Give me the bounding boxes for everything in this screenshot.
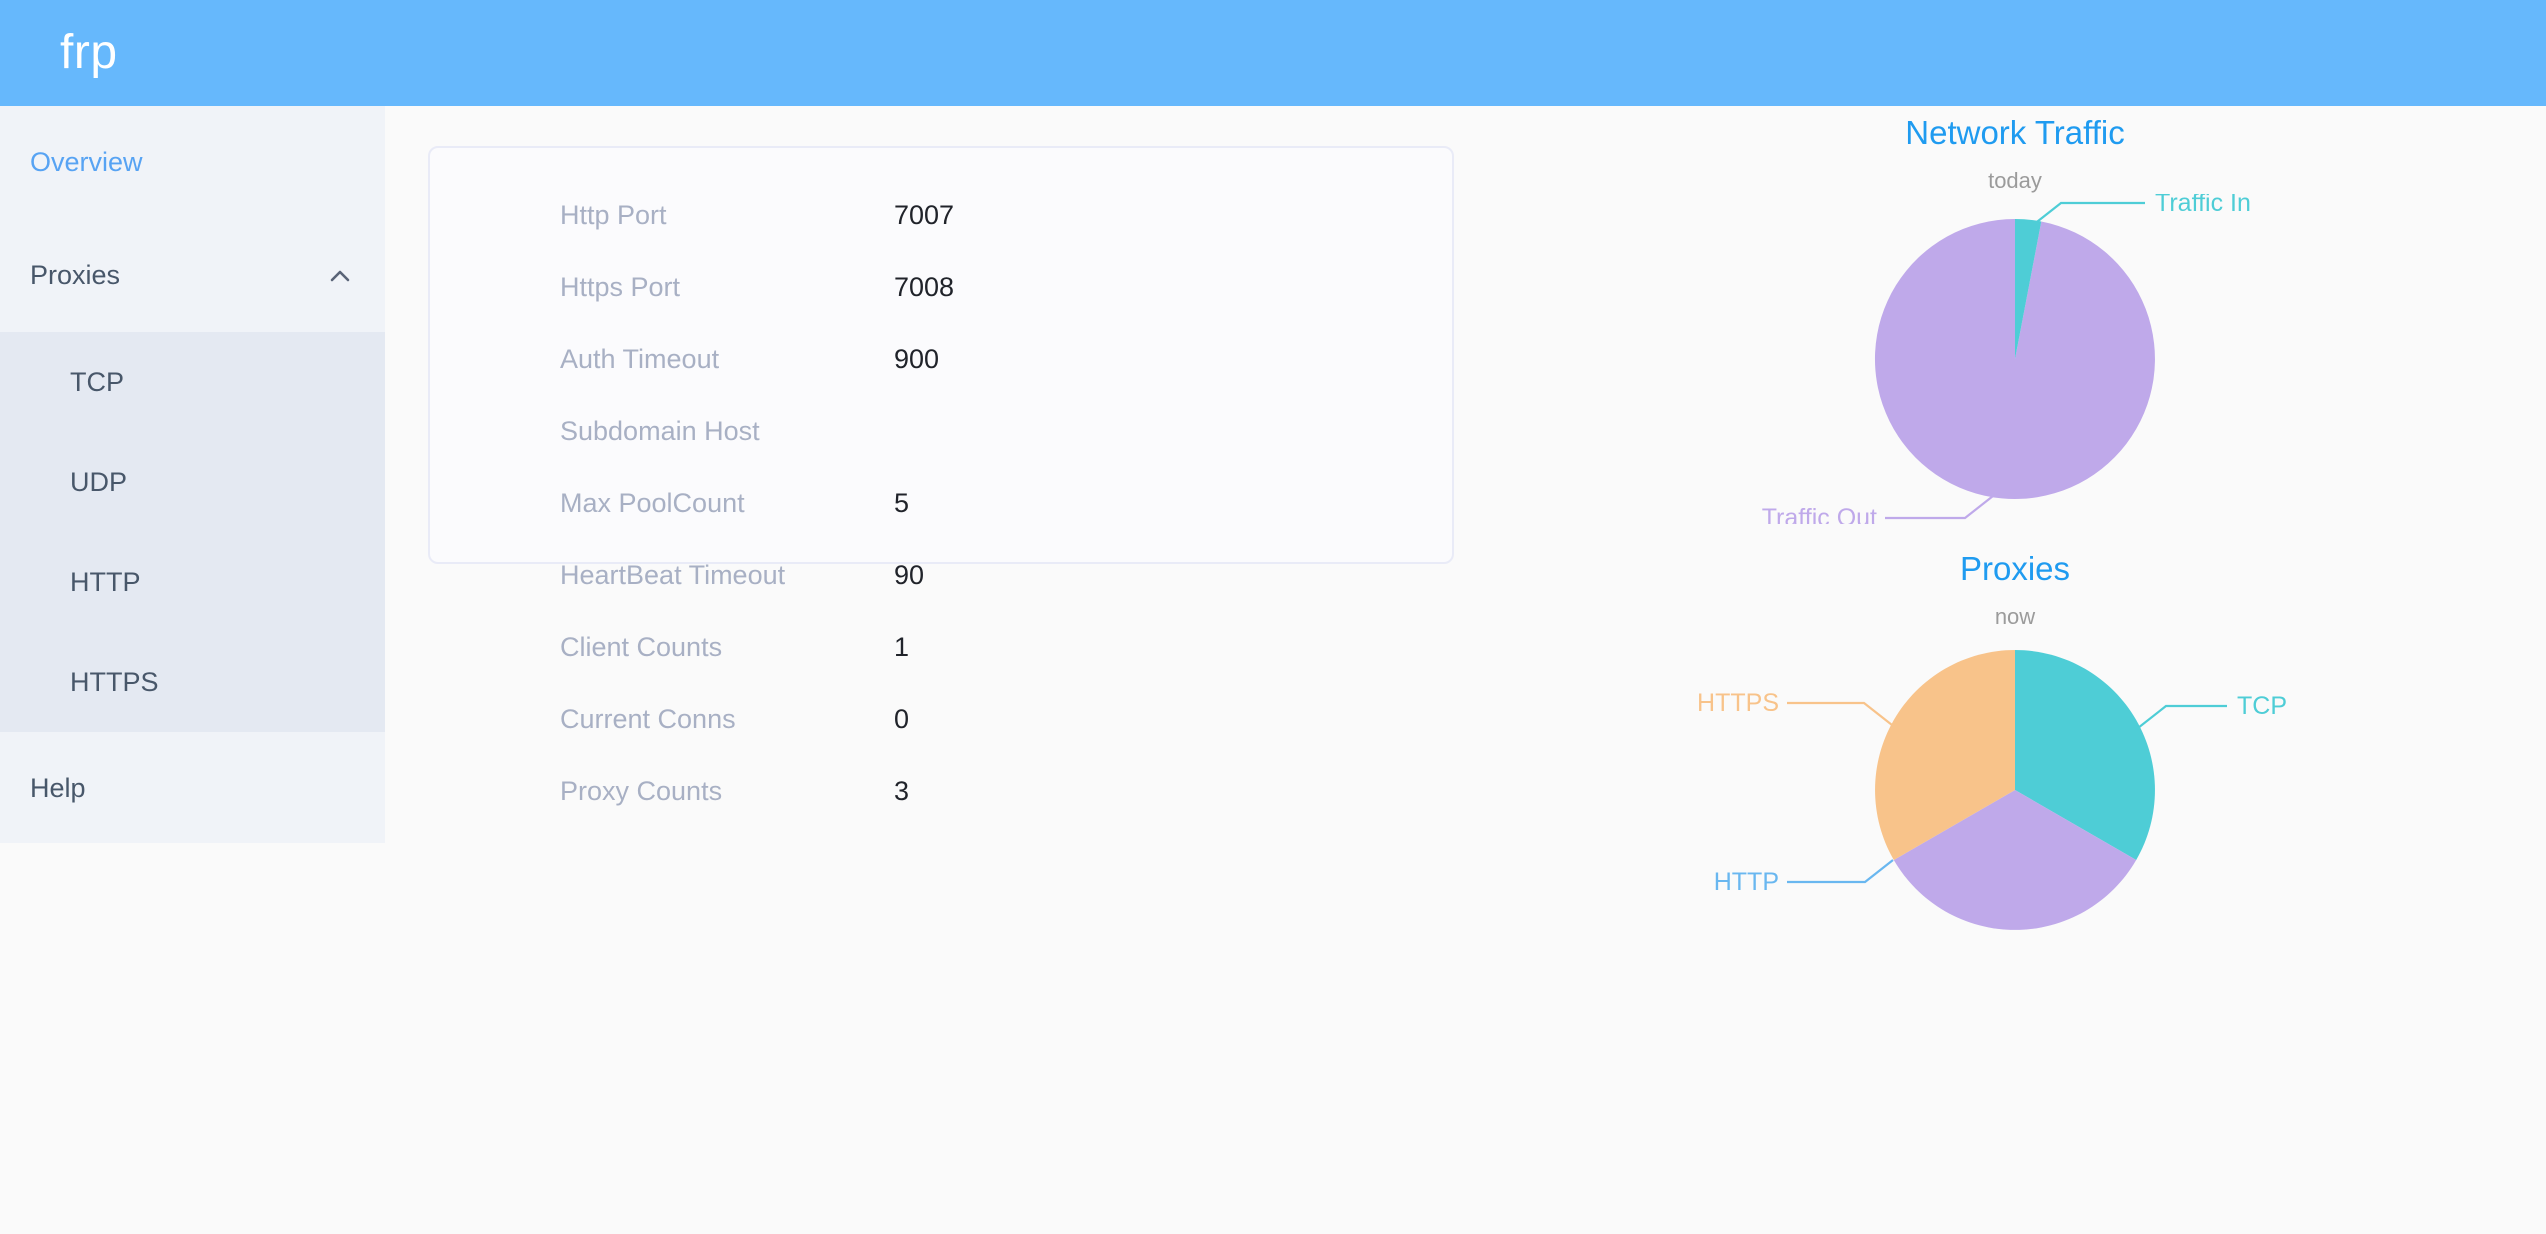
sidebar-item-http-label: HTTP bbox=[70, 566, 141, 597]
info-value: 7007 bbox=[894, 200, 955, 230]
table-row: Client Counts 1 bbox=[560, 632, 1420, 704]
pie-slice-tcp bbox=[2015, 650, 2155, 860]
sidebar-item-tcp-label: TCP bbox=[70, 366, 124, 397]
main-content: Http Port 7007 Https Port 7008 Auth Time… bbox=[385, 106, 2546, 1234]
sidebar-item-https[interactable]: HTTPS bbox=[0, 632, 385, 732]
info-key: Max PoolCount bbox=[560, 488, 745, 518]
info-key: Client Counts bbox=[560, 632, 723, 662]
sidebar-submenu-proxies: TCP UDP HTTP HTTPS bbox=[0, 332, 385, 732]
app-header: frp bbox=[0, 0, 2546, 106]
server-info-list: Http Port 7007 Https Port 7008 Auth Time… bbox=[560, 200, 1420, 848]
table-row: Proxy Counts 3 bbox=[560, 776, 1420, 848]
pie-slices bbox=[1874, 219, 2155, 499]
info-value: 3 bbox=[894, 776, 910, 806]
sidebar-item-help-label: Help bbox=[30, 773, 86, 803]
network-traffic-pie: Traffic In Traffic Out bbox=[1565, 194, 2465, 524]
table-row: Https Port 7008 bbox=[560, 272, 1420, 344]
https-callout: HTTPS bbox=[1697, 689, 1893, 726]
traffic-out-label: Traffic Out bbox=[1762, 504, 1877, 524]
chart-subtitle: today bbox=[1988, 168, 2042, 193]
tcp-label: TCP bbox=[2237, 692, 2287, 720]
info-value: 0 bbox=[894, 704, 910, 734]
chevron-up-icon[interactable] bbox=[325, 261, 355, 291]
https-label: HTTPS bbox=[1697, 689, 1779, 717]
server-info-card: Http Port 7007 Https Port 7008 Auth Time… bbox=[428, 146, 1454, 806]
sidebar-item-udp-label: UDP bbox=[70, 466, 128, 497]
proxies-pie: TCP UDP HTTP bbox=[1565, 630, 2465, 930]
proxies-chart: Proxies now TCP bbox=[1565, 550, 2465, 930]
http-callout: HTTP bbox=[1714, 859, 1894, 896]
info-key: Https Port bbox=[560, 272, 681, 302]
info-key: Proxy Counts bbox=[560, 776, 723, 806]
sidebar-item-overview-label: Overview bbox=[30, 147, 143, 177]
info-value: 900 bbox=[894, 344, 940, 374]
info-key: Auth Timeout bbox=[560, 344, 720, 374]
charts-column: Network Traffic today Traffic In bbox=[1565, 106, 2465, 930]
info-key: Subdomain Host bbox=[560, 416, 760, 446]
sidebar-item-overview[interactable]: Overview bbox=[0, 106, 385, 219]
info-value: 1 bbox=[894, 632, 910, 662]
table-row: Auth Timeout 900 bbox=[560, 344, 1420, 416]
pie-slice-udp bbox=[1893, 790, 2137, 930]
traffic-in-callout: Traffic In bbox=[2032, 194, 2251, 226]
chart-subtitle: now bbox=[1994, 604, 2036, 629]
info-value: 7008 bbox=[894, 272, 955, 302]
app-brand: frp bbox=[60, 26, 118, 79]
sidebar-item-https-label: HTTPS bbox=[70, 666, 159, 697]
sidebar-item-tcp[interactable]: TCP bbox=[0, 332, 385, 432]
traffic-out-callout: Traffic Out bbox=[1762, 495, 1994, 524]
info-key: Http Port bbox=[560, 200, 667, 230]
sidebar-item-proxies-label: Proxies bbox=[30, 260, 121, 290]
pie-slices bbox=[1875, 650, 2155, 930]
sidebar-item-help[interactable]: Help bbox=[0, 732, 385, 845]
chart-title: Network Traffic bbox=[1905, 114, 2125, 151]
network-traffic-chart: Network Traffic today Traffic In bbox=[1565, 114, 2465, 524]
table-row: Current Conns 0 bbox=[560, 704, 1420, 776]
info-value: 90 bbox=[894, 560, 925, 590]
tcp-callout: TCP bbox=[2137, 692, 2287, 729]
info-key: HeartBeat Timeout bbox=[560, 560, 786, 590]
table-row: HeartBeat Timeout 90 bbox=[560, 560, 1420, 632]
pie-slice-traffic-out bbox=[1874, 219, 2155, 499]
table-row: Subdomain Host bbox=[560, 416, 1420, 488]
sidebar-item-http[interactable]: HTTP bbox=[0, 532, 385, 632]
table-row: Http Port 7007 bbox=[560, 200, 1420, 272]
sidebar-item-proxies[interactable]: Proxies bbox=[0, 219, 385, 332]
traffic-in-label: Traffic In bbox=[2155, 194, 2251, 217]
info-value: 5 bbox=[894, 488, 910, 518]
chart-title: Proxies bbox=[1959, 550, 2071, 587]
sidebar-item-udp[interactable]: UDP bbox=[0, 432, 385, 532]
info-key: Current Conns bbox=[560, 704, 736, 734]
pie-slice-https bbox=[1875, 650, 2015, 860]
http-label: HTTP bbox=[1714, 868, 1779, 896]
pie-slice-traffic-in bbox=[2015, 219, 2042, 359]
sidebar: Overview Proxies TCP UDP HTTP HTTPS bbox=[0, 106, 385, 843]
table-row: Max PoolCount 5 bbox=[560, 488, 1420, 560]
